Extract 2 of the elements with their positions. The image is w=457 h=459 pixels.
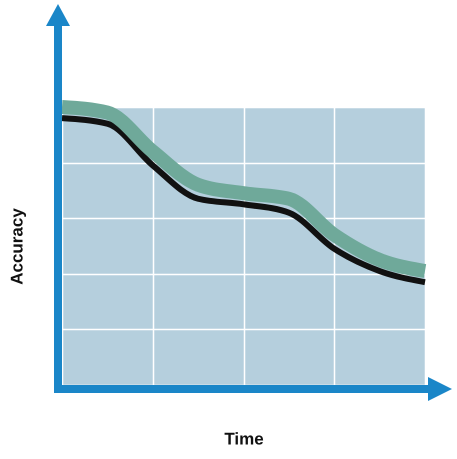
x-axis-title: Time (224, 430, 264, 448)
y-axis-title: Accuracy (8, 208, 26, 285)
